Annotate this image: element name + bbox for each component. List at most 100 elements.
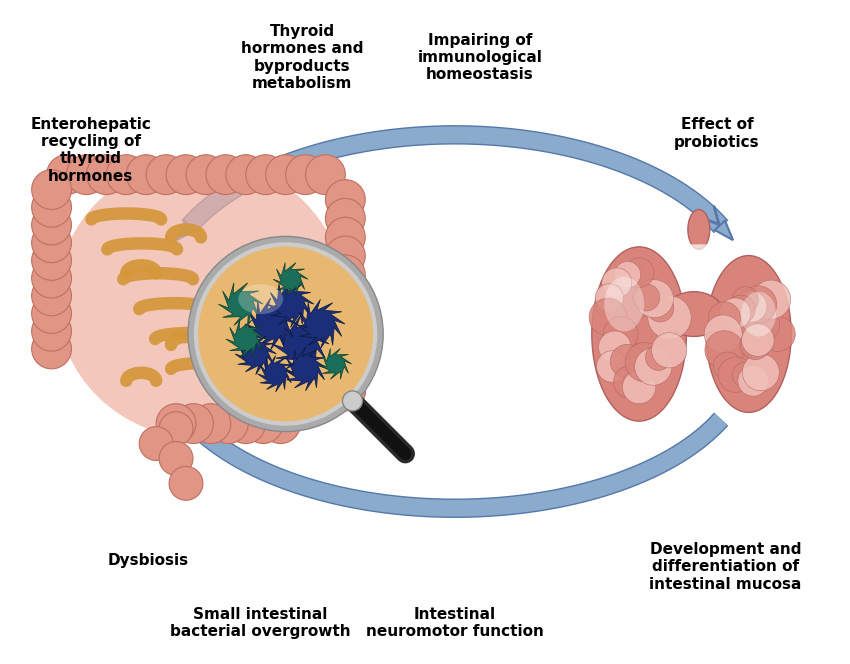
- Circle shape: [704, 315, 742, 353]
- Circle shape: [326, 236, 366, 276]
- Circle shape: [740, 286, 777, 323]
- Circle shape: [735, 291, 767, 322]
- Circle shape: [266, 155, 305, 195]
- Circle shape: [326, 199, 366, 238]
- Circle shape: [191, 404, 231, 444]
- Circle shape: [635, 348, 672, 385]
- Circle shape: [741, 324, 774, 357]
- Circle shape: [326, 274, 366, 313]
- Circle shape: [186, 155, 226, 195]
- Circle shape: [326, 293, 366, 332]
- Circle shape: [604, 317, 638, 351]
- Circle shape: [286, 155, 326, 195]
- Text: Impairing of
immunological
homeostasis: Impairing of immunological homeostasis: [417, 33, 542, 82]
- Circle shape: [598, 331, 631, 363]
- Circle shape: [246, 155, 286, 195]
- Circle shape: [326, 370, 366, 410]
- Circle shape: [31, 223, 71, 263]
- Circle shape: [87, 155, 127, 195]
- Circle shape: [31, 276, 71, 316]
- Circle shape: [31, 170, 71, 210]
- Circle shape: [326, 311, 366, 351]
- Polygon shape: [715, 220, 733, 240]
- Circle shape: [648, 295, 691, 339]
- Text: Intestinal
neuromotor function: Intestinal neuromotor function: [366, 607, 543, 639]
- Circle shape: [159, 412, 193, 446]
- Text: Thyroid
hormones and
byproducts
metabolism: Thyroid hormones and byproducts metaboli…: [241, 24, 364, 91]
- Polygon shape: [272, 315, 329, 373]
- Circle shape: [602, 268, 632, 298]
- Polygon shape: [245, 298, 297, 350]
- Polygon shape: [177, 406, 196, 426]
- Polygon shape: [177, 220, 196, 240]
- Ellipse shape: [741, 291, 776, 337]
- Circle shape: [645, 345, 672, 371]
- Circle shape: [622, 371, 655, 404]
- Circle shape: [173, 404, 213, 444]
- Polygon shape: [296, 299, 345, 349]
- Circle shape: [651, 333, 687, 368]
- Circle shape: [305, 155, 345, 195]
- Circle shape: [632, 284, 660, 311]
- Circle shape: [31, 258, 71, 298]
- Circle shape: [647, 295, 674, 322]
- Circle shape: [159, 442, 193, 475]
- Circle shape: [761, 317, 796, 351]
- Ellipse shape: [57, 160, 345, 438]
- Circle shape: [713, 352, 742, 380]
- Ellipse shape: [604, 277, 644, 331]
- Text: Small intestinal
bacterial overgrowth: Small intestinal bacterial overgrowth: [170, 607, 350, 639]
- Circle shape: [597, 351, 628, 382]
- Ellipse shape: [688, 210, 710, 250]
- Circle shape: [708, 302, 740, 334]
- Circle shape: [206, 155, 246, 195]
- Circle shape: [625, 343, 664, 382]
- Circle shape: [636, 280, 673, 318]
- Circle shape: [326, 349, 366, 388]
- Ellipse shape: [664, 291, 723, 337]
- Circle shape: [31, 240, 71, 280]
- Circle shape: [226, 404, 266, 444]
- Text: Enterohepatic
recycling of
thyroid
hormones: Enterohepatic recycling of thyroid hormo…: [31, 117, 151, 184]
- Circle shape: [208, 404, 248, 444]
- Text: Development and
differentiation of
intestinal mucosa: Development and differentiation of intes…: [649, 542, 802, 592]
- Circle shape: [31, 205, 71, 245]
- Circle shape: [169, 466, 203, 500]
- Ellipse shape: [592, 247, 687, 421]
- Circle shape: [727, 295, 755, 324]
- Circle shape: [326, 371, 366, 410]
- Circle shape: [166, 155, 206, 195]
- Circle shape: [31, 187, 71, 227]
- Circle shape: [66, 155, 106, 195]
- Circle shape: [634, 314, 674, 354]
- Circle shape: [47, 155, 87, 195]
- Ellipse shape: [706, 256, 791, 412]
- Circle shape: [326, 330, 366, 370]
- Circle shape: [732, 363, 757, 387]
- Circle shape: [742, 354, 779, 391]
- Circle shape: [188, 236, 383, 432]
- Circle shape: [243, 404, 283, 444]
- Circle shape: [31, 311, 71, 351]
- Circle shape: [720, 298, 751, 329]
- Circle shape: [746, 308, 779, 341]
- Circle shape: [615, 262, 641, 288]
- Polygon shape: [320, 349, 352, 379]
- Circle shape: [738, 365, 768, 396]
- Circle shape: [326, 371, 366, 410]
- Polygon shape: [273, 263, 308, 295]
- Circle shape: [156, 404, 196, 444]
- Polygon shape: [235, 333, 276, 374]
- Polygon shape: [218, 283, 264, 325]
- Circle shape: [343, 391, 362, 411]
- Circle shape: [589, 298, 627, 336]
- Circle shape: [326, 255, 366, 295]
- Circle shape: [127, 155, 166, 195]
- Polygon shape: [284, 347, 327, 391]
- Circle shape: [614, 366, 646, 398]
- Text: Dysbiosis: Dysbiosis: [108, 552, 189, 568]
- Circle shape: [106, 155, 146, 195]
- Circle shape: [31, 329, 71, 369]
- Circle shape: [196, 244, 375, 424]
- Circle shape: [326, 371, 366, 411]
